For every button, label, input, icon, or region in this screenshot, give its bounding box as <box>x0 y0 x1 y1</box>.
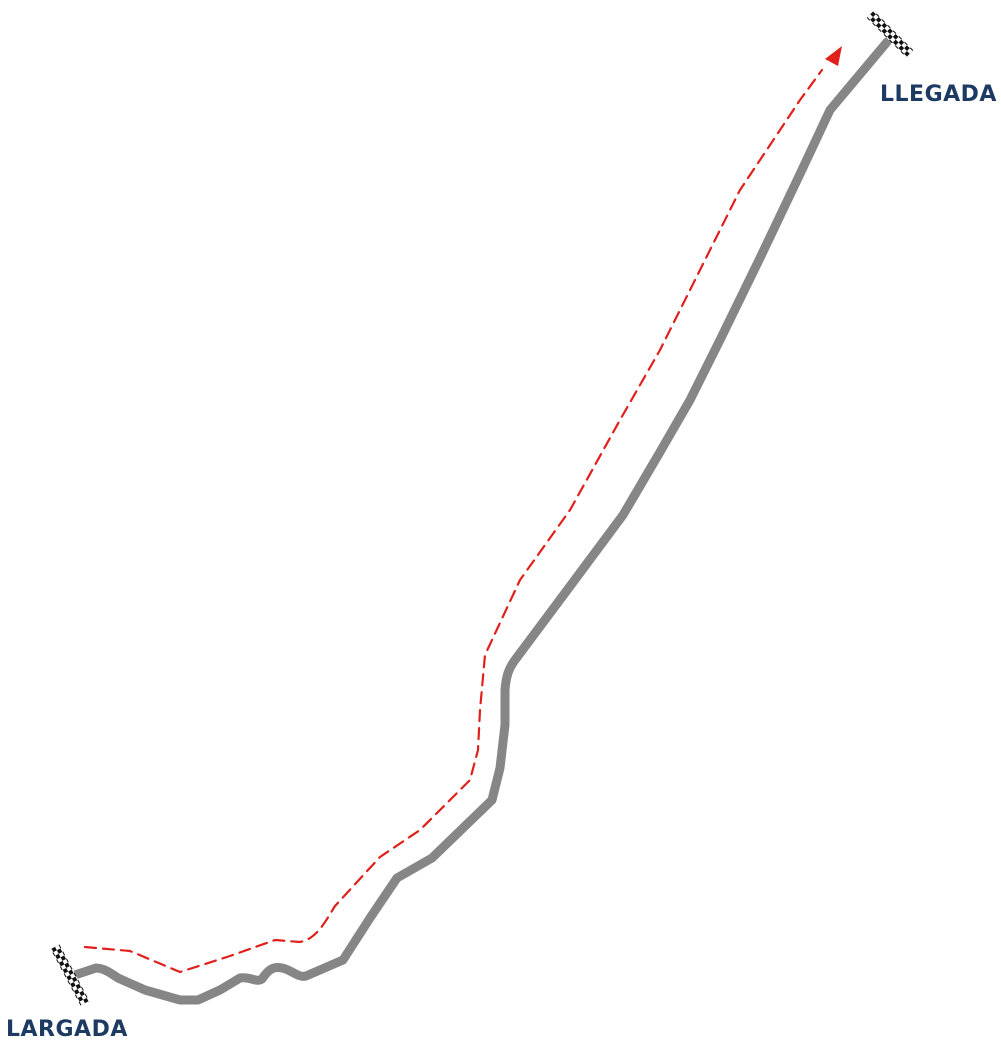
dashed-arrow-icon <box>825 46 842 66</box>
finish-label: LLEGADA <box>880 82 997 107</box>
route-track <box>70 37 892 1005</box>
direction-line <box>83 68 824 974</box>
start-label: LARGADA <box>6 1017 128 1042</box>
checkered-flag-icon <box>50 944 90 1006</box>
checkered-flag-icon <box>866 10 914 58</box>
